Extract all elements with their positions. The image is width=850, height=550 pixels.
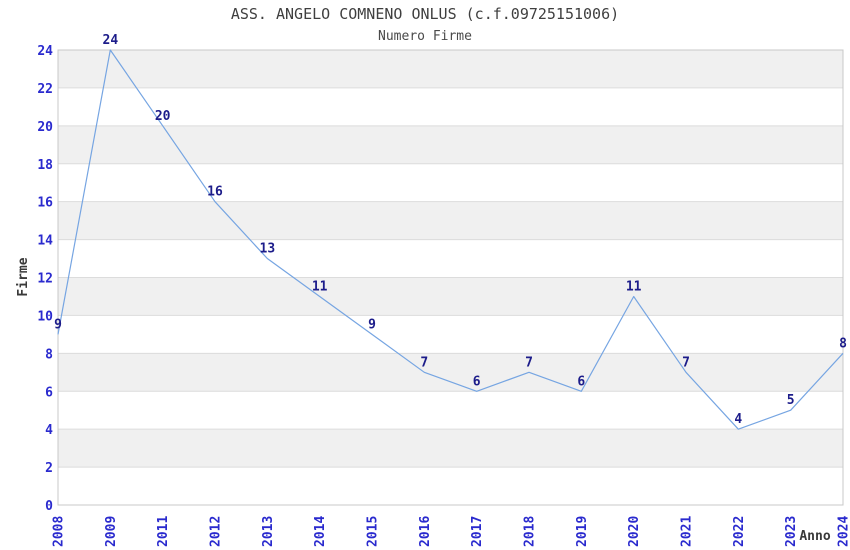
data-point-label: 7 — [525, 355, 533, 370]
x-tick-label: 2011 — [156, 516, 171, 547]
chart-title: ASS. ANGELO COMNENO ONLUS (c.f.097251510… — [231, 5, 619, 23]
x-tick-label: 2008 — [52, 516, 67, 547]
x-tick-label: 2015 — [366, 516, 381, 547]
y-tick-label: 4 — [45, 423, 53, 438]
x-tick-label: 2012 — [209, 516, 224, 547]
y-tick-label: 10 — [37, 309, 53, 324]
x-tick-labels: 2008 2009 2011 2012 2013 2014 2015 2016 2017 2018… — [52, 516, 850, 547]
band — [58, 277, 843, 316]
data-point-label: 7 — [682, 355, 690, 370]
chart-subtitle: Numero Firme — [378, 29, 472, 44]
band — [58, 353, 843, 392]
x-tick-label: 2009 — [104, 516, 119, 547]
data-point-label: 9 — [368, 317, 376, 332]
band — [58, 429, 843, 468]
band — [58, 50, 843, 88]
data-point-label: 6 — [473, 374, 481, 389]
plot-frame — [57, 49, 844, 506]
band-layer — [58, 50, 843, 468]
x-tick-label: 2019 — [575, 516, 590, 547]
y-tick-label: 14 — [37, 234, 53, 249]
series-layer — [57, 49, 844, 430]
y-tick-label: 22 — [37, 82, 53, 97]
y-tick-label: 12 — [37, 272, 53, 287]
data-point-label: 6 — [577, 374, 585, 389]
data-point-label: 24 — [103, 33, 119, 48]
x-tick-label: 2022 — [732, 516, 747, 547]
data-point-label: 16 — [207, 185, 223, 200]
x-axis-label: Anno — [799, 529, 830, 544]
band — [58, 125, 843, 164]
series-line — [57, 49, 844, 430]
data-point-label: 13 — [260, 242, 276, 257]
y-tick-label: 18 — [37, 158, 53, 173]
x-tick-label: 2013 — [261, 516, 276, 547]
y-tick-label: 2 — [45, 461, 53, 476]
y-tick-label: 16 — [37, 196, 53, 211]
y-tick-label: 8 — [45, 347, 53, 362]
x-tick-label: 2024 — [837, 516, 850, 547]
data-point-label: 7 — [420, 355, 428, 370]
x-tick-label: 2016 — [418, 516, 433, 547]
x-tick-label: 2018 — [523, 516, 538, 547]
data-point-label: 11 — [626, 279, 642, 294]
data-point-label: 11 — [312, 279, 328, 294]
x-tick-label: 2023 — [784, 516, 799, 547]
x-tick-label: 2017 — [470, 516, 485, 547]
y-tick-label: 24 — [37, 44, 53, 59]
x-tick-label: 2020 — [627, 516, 642, 547]
y-tick-label: 0 — [45, 499, 53, 514]
data-point-label: 20 — [155, 109, 171, 124]
x-tick-label: 2021 — [680, 516, 695, 547]
data-point-label: 5 — [787, 393, 795, 408]
data-point-label: 4 — [734, 412, 742, 427]
x-tick-label: 2014 — [313, 516, 328, 547]
data-label-layer: 9 24 20 16 13 11 9 7 6 7 6 11 7 4 5 8 — [54, 33, 847, 427]
y-tick-label: 20 — [37, 120, 53, 135]
band — [58, 201, 843, 240]
y-axis-label: Firme — [16, 257, 31, 296]
y-tick-label: 6 — [45, 385, 53, 400]
data-point-label: 8 — [839, 336, 847, 351]
data-point-label: 9 — [54, 317, 62, 332]
